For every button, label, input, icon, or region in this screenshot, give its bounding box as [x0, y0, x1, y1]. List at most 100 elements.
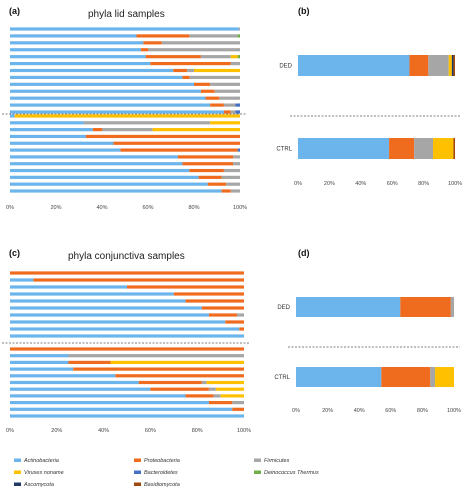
bar-segment-firmicutes	[189, 75, 240, 80]
bar-segment-viruses-noname	[194, 68, 240, 73]
bar-segment-proteobacteria	[68, 360, 111, 364]
bar-segment-firmicutes	[219, 96, 240, 100]
x-tick-label: 100%	[447, 408, 461, 414]
bar-segment-proteobacteria	[115, 374, 244, 378]
bar-segment-proteobacteria	[33, 278, 245, 282]
bar-segment-bacteroidetes	[235, 103, 240, 107]
bar-segment-firmicutes	[232, 401, 244, 405]
bar-segment-proteobacteria	[177, 155, 234, 159]
bar-segment-firmicutes	[221, 175, 240, 179]
bar-segment-actinobacteria	[10, 182, 208, 186]
bar-segment-actinobacteria	[10, 134, 86, 139]
bar-segment-actinobacteria	[296, 367, 382, 387]
bar-segment-actinobacteria	[10, 313, 209, 317]
bar-segment-proteobacteria	[143, 41, 162, 45]
bar-segment-actinobacteria	[10, 75, 183, 80]
bar-segment-proteobacteria	[389, 138, 415, 159]
x-tick-label: 20%	[50, 205, 61, 211]
bar-segment-basidiomycota	[453, 55, 455, 76]
bar-segment-proteobacteria	[205, 96, 220, 100]
bar-segment-actinobacteria	[10, 407, 233, 411]
legend-entry: Viruses noname	[24, 470, 64, 476]
x-tick-label: 40%	[355, 181, 366, 187]
panel-letter-b: (b)	[298, 6, 310, 16]
bar-segment-proteobacteria	[173, 68, 188, 73]
bar-segment-proteobacteria	[173, 292, 244, 296]
legend-swatch	[254, 470, 261, 474]
x-tick-label: 40%	[354, 408, 365, 414]
bar-segment-actinobacteria	[10, 34, 137, 38]
bar-segment-proteobacteria	[141, 48, 148, 52]
bar-segment-actinobacteria	[10, 367, 74, 371]
legend-entry: Ascomycota	[23, 482, 54, 488]
x-tick-label: 0%	[292, 408, 300, 414]
bar-segment-actinobacteria	[10, 68, 174, 73]
bar-segment-viruses-noname	[448, 55, 452, 76]
bar-segment-firmicutes	[210, 82, 240, 86]
bar-segment-firmicutes	[223, 168, 240, 173]
bar-segment-actinobacteria	[10, 414, 244, 418]
bar-segment-proteobacteria	[138, 380, 202, 385]
bar-segment-proteobacteria	[201, 306, 244, 310]
x-tick-label: 40%	[96, 205, 107, 211]
x-tick-label: 100%	[237, 428, 251, 434]
plots: 0% 20% 40% 60% 80% 100% DED CTRL 0% 20% 40% 60% 80% 1…	[2, 27, 462, 434]
bar-segment-firmicutes	[208, 387, 216, 391]
chart-c: 0% 20% 40% 60% 80% 100%	[2, 271, 251, 434]
bar-segment-firmicutes	[430, 367, 436, 387]
x-tick-label: 60%	[145, 428, 156, 434]
x-tick-label: 80%	[418, 181, 429, 187]
bar-segment-viruses-noname	[210, 121, 240, 125]
bar-segment-proteobacteria	[10, 347, 244, 351]
bar-segment-viruses-noname	[206, 380, 244, 385]
bar-segment-actinobacteria	[10, 27, 239, 31]
x-tick-label: 100%	[448, 181, 462, 187]
legend-swatch	[134, 458, 141, 462]
bar-segment-proteobacteria	[232, 407, 244, 411]
legend-swatch	[14, 458, 21, 462]
group-label: DED	[279, 64, 292, 70]
bar-segment-proteobacteria	[381, 367, 431, 387]
bar-segment-actinobacteria	[10, 61, 151, 66]
group-label: DED	[277, 305, 290, 311]
bar-segment-actinobacteria	[10, 41, 144, 45]
bar-segment-proteobacteria	[198, 175, 222, 179]
bar-segment-firmicutes	[213, 394, 221, 398]
bar-segment-proteobacteria	[73, 367, 245, 371]
bar-segment-actinobacteria	[10, 334, 244, 338]
bar-segment-actinobacteria	[10, 103, 211, 107]
x-tick-label: 80%	[192, 428, 203, 434]
legend-swatch	[14, 482, 21, 486]
bar-segment-firmicutes	[161, 41, 240, 45]
bar-segment-proteobacteria	[145, 55, 201, 59]
bar-segment-bacteroidetes	[237, 148, 240, 152]
bar-segment-firmicutes	[230, 189, 240, 193]
bar-segment-actinobacteria	[10, 121, 84, 125]
bar-segment-actinobacteria	[10, 387, 151, 391]
x-tick-label: 60%	[387, 181, 398, 187]
bar-segment-firmicutes	[187, 68, 194, 73]
bar-segment-actinobacteria	[10, 327, 240, 331]
bar-segment-actinobacteria	[10, 189, 222, 193]
bar-segment-actinobacteria	[10, 148, 121, 152]
bar-segment-viruses-noname	[152, 128, 240, 132]
bar-segment-actinobacteria	[10, 374, 116, 378]
bar-segment-actinobacteria	[298, 138, 390, 159]
bar-segment-proteobacteria	[92, 128, 102, 132]
bar-segment-firmicutes	[233, 162, 240, 166]
bar-segment-proteobacteria	[10, 271, 244, 275]
bar-segment-proteobacteria	[189, 168, 224, 173]
bar-segment-viruses-noname	[230, 55, 238, 59]
bar-segment-actinobacteria	[10, 401, 209, 405]
legend-entry: Bacteroidetes	[144, 470, 178, 476]
bar-segment-proteobacteria	[150, 61, 231, 66]
bar-segment-firmicutes	[214, 89, 240, 93]
bar-segment-firmicutes	[102, 128, 153, 132]
chart-a: 0% 20% 40% 60% 80% 100%	[2, 27, 247, 211]
bar-segment-viruses-noname	[215, 387, 244, 391]
bar-segment-proteobacteria	[208, 401, 233, 405]
group-label: CTRL	[274, 375, 290, 381]
bar-segment-firmicutes	[148, 48, 240, 52]
bar-segment-actinobacteria	[10, 82, 194, 86]
